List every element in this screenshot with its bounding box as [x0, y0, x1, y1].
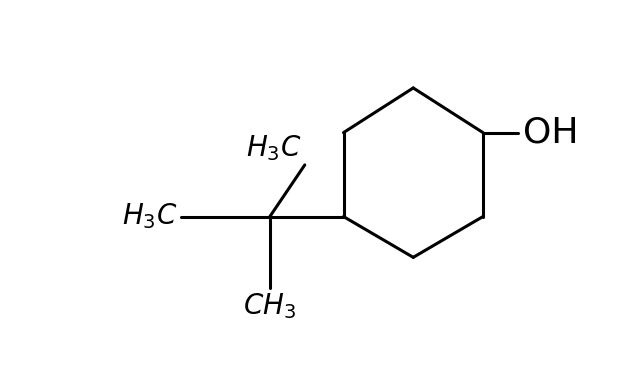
Text: OH: OH — [524, 116, 579, 150]
Text: $CH_3$: $CH_3$ — [243, 291, 296, 321]
Text: $H_3C$: $H_3C$ — [122, 202, 178, 231]
Text: $H_3C$: $H_3C$ — [246, 134, 301, 163]
